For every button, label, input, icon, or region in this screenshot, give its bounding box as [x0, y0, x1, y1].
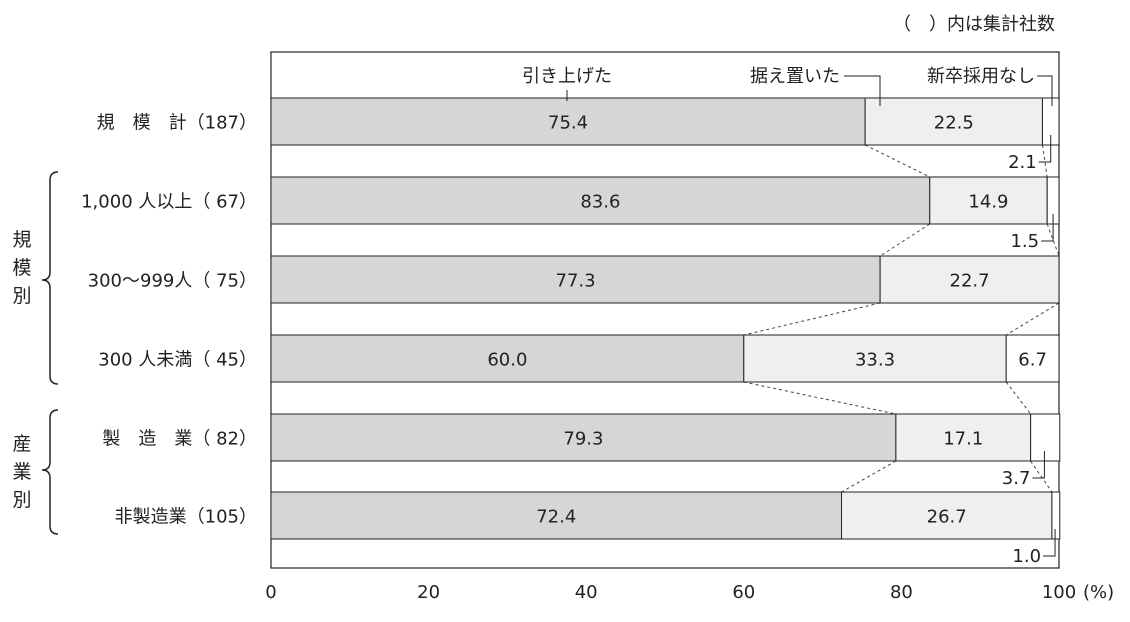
connector-line — [864, 144, 930, 178]
category-label: 300～999人（ 75） — [88, 271, 257, 292]
callout-leader — [1041, 214, 1054, 242]
legend-none-leader — [1037, 75, 1053, 106]
bar-value-label: 17.1 — [943, 429, 983, 450]
connector-line — [743, 381, 896, 415]
bar-segment — [1005, 334, 1060, 383]
bar-segment — [270, 255, 881, 304]
callout-label: 3.7 — [1002, 468, 1031, 489]
category-label: 製 造 業（ 82） — [102, 429, 257, 450]
bar-segment — [743, 334, 1007, 383]
connector-line — [1005, 302, 1060, 336]
legend-kept-leader — [844, 75, 881, 106]
legend-raised-label: 引き上げた — [522, 66, 612, 87]
bar-value-label: 14.9 — [968, 192, 1008, 213]
category-labels: 規 模 計（187） 1,000 人以上（ 67） 300～999人（ 75） 300… — [81, 113, 257, 528]
bar-value-label: 79.3 — [563, 429, 603, 450]
legend-none-label: 新卒採用なし — [927, 66, 1035, 87]
legend: 引き上げた 据え置いた 新卒採用なし — [522, 66, 1053, 106]
connector-line — [879, 223, 931, 257]
bar-value-label: 72.4 — [536, 507, 576, 528]
connector-line — [743, 302, 881, 336]
callout-leader — [1043, 529, 1056, 557]
callout-label: 1.5 — [1010, 231, 1039, 252]
category-label: 非製造業（105） — [115, 507, 257, 528]
bar-value-label: 22.5 — [934, 113, 974, 134]
note-text: （ ）内は集計社数 — [893, 14, 1055, 35]
category-label: 規 模 計（187） — [97, 113, 257, 134]
bar-segment — [841, 491, 1053, 540]
x-axis: 0 20 40 60 80 100 (%) — [265, 582, 1114, 603]
bar-value-label: 33.3 — [855, 350, 895, 371]
group-bracket-industry — [41, 409, 59, 535]
bar-segment — [270, 491, 843, 540]
x-unit-label: (%) — [1083, 582, 1114, 603]
connector-line — [1005, 381, 1032, 415]
category-label: 1,000 人以上（ 67） — [81, 192, 257, 213]
connector-line — [841, 460, 897, 493]
group-label-size: 規模別 — [12, 229, 31, 307]
connector-line — [1041, 144, 1048, 178]
x-tick-label: 60 — [732, 582, 755, 603]
bar-segment — [270, 413, 897, 462]
bar-segment — [1051, 491, 1061, 540]
x-tick-label: 80 — [890, 582, 913, 603]
callout-leader — [1032, 451, 1045, 479]
x-tick-label: 40 — [575, 582, 598, 603]
bar-segment — [895, 413, 1032, 462]
callout-label: 2.1 — [1008, 152, 1037, 173]
category-label: 300 人未満（ 45） — [98, 350, 257, 371]
bar-value-label: 22.7 — [950, 271, 990, 292]
bar-segment — [1030, 413, 1061, 462]
legend-kept-label: 据え置いた — [750, 66, 840, 87]
callouts: 2.1 1.5 3.7 1.0 — [1002, 135, 1056, 567]
connectors — [743, 144, 1060, 493]
bar-value-label: 83.6 — [580, 192, 620, 213]
bar-value-label: 6.7 — [1018, 350, 1047, 371]
bar-segment — [270, 97, 866, 146]
bars: 75.4 22.5 83.6 14.9 77.3 22.7 60.0 33.3 6.7 79.3 1… — [270, 97, 1061, 540]
group-bracket-size — [41, 171, 59, 385]
x-tick-label: 100 — [1042, 582, 1076, 603]
plot-frame — [270, 51, 1060, 569]
bar-value-label: 77.3 — [556, 271, 596, 292]
callout-label: 1.0 — [1012, 546, 1041, 567]
callout-leader — [1038, 135, 1052, 163]
connector-line — [1030, 460, 1053, 493]
bar-segment — [270, 176, 931, 225]
bar-value-label: 75.4 — [548, 113, 588, 134]
bar-segment — [879, 255, 1060, 304]
bar-value-label: 26.7 — [927, 507, 967, 528]
bar-value-label: 60.0 — [487, 350, 527, 371]
bar-segment — [270, 334, 745, 383]
x-tick-label: 20 — [417, 582, 440, 603]
group-label-industry: 産業別 — [12, 433, 31, 511]
bar-segment — [929, 176, 1048, 225]
x-tick-label: 0 — [265, 582, 276, 603]
